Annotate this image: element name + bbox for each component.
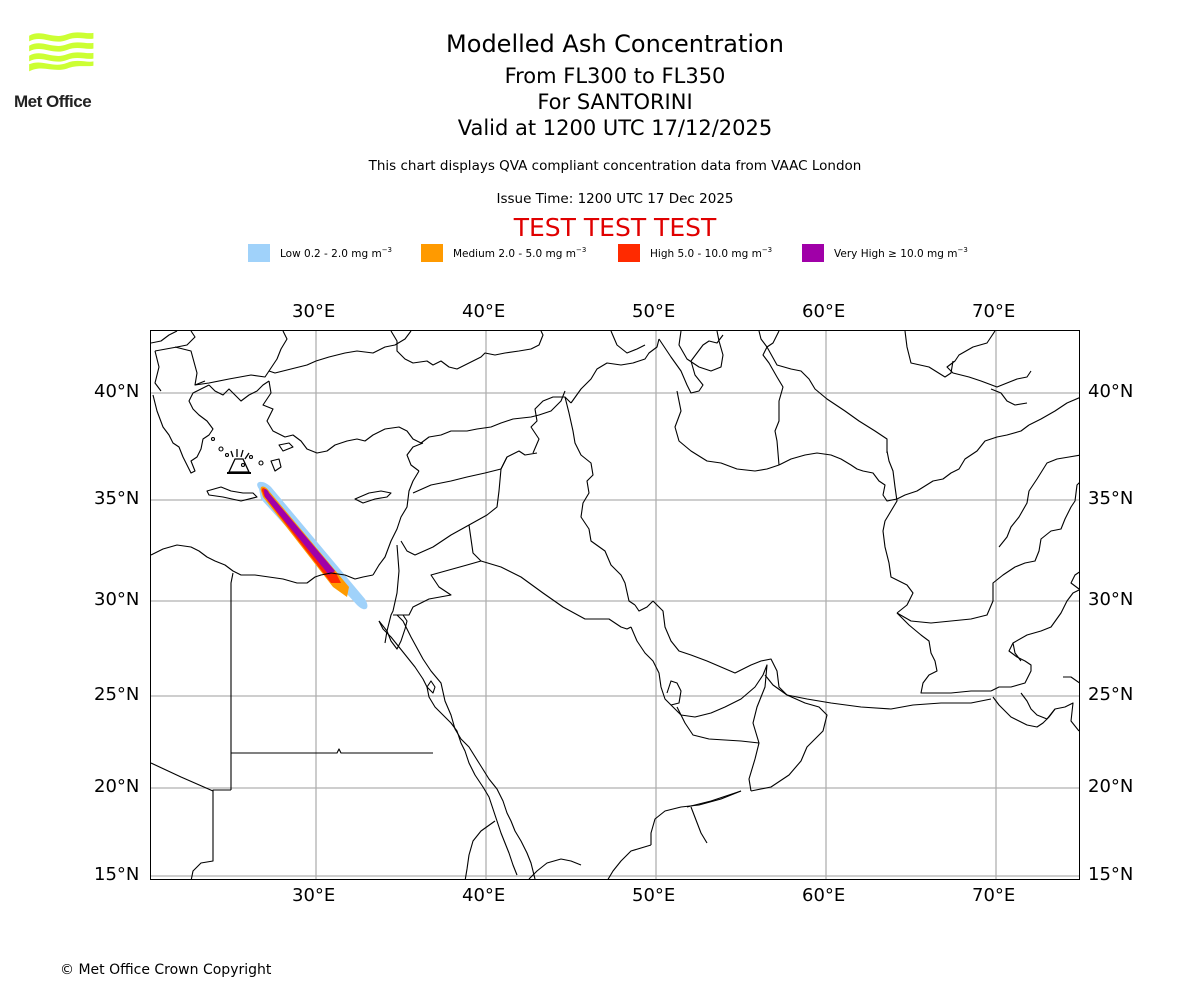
volcano-icon (227, 449, 251, 474)
lon-tick-top-30e: 30°E (292, 301, 336, 322)
lon-tick-top-70e: 70°E (972, 301, 1016, 322)
lat-tick-right-20n: 20°N (1088, 776, 1134, 797)
lat-tick-left-30n: 30°N (94, 589, 140, 610)
legend-swatch-low (248, 244, 270, 262)
lat-tick-left-35n: 35°N (94, 488, 140, 509)
met-office-logo-icon (29, 32, 94, 72)
lat-tick-right-25n: 25°N (1088, 684, 1134, 705)
lat-tick-right-15n: 15°N (1088, 864, 1134, 885)
legend-item-high: High 5.0 - 10.0 mg m−3 (618, 244, 772, 262)
graticule (151, 331, 1079, 879)
legend-item-medium: Medium 2.0 - 5.0 mg m−3 (421, 244, 586, 262)
met-office-logo-text: Met Office (14, 92, 92, 111)
lon-tick-bottom-60e: 60°E (802, 885, 846, 906)
lon-tick-bottom-50e: 50°E (632, 885, 676, 906)
lon-tick-bottom-40e: 40°E (462, 885, 506, 906)
test-banner: TEST TEST TEST (513, 213, 717, 242)
lat-tick-right-30n: 30°N (1088, 589, 1134, 610)
legend-label-very-high: Very High ≥ 10.0 mg m−3 (834, 246, 968, 260)
legend-swatch-very-high (802, 244, 824, 262)
lat-tick-left-40n: 40°N (94, 381, 140, 402)
legend-label-high: High 5.0 - 10.0 mg m−3 (650, 246, 773, 260)
chart-description: This chart displays QVA compliant concen… (368, 158, 862, 174)
volcano-name: For SANTORINI (537, 90, 693, 114)
lon-tick-bottom-30e: 30°E (292, 885, 336, 906)
flight-level-range: From FL300 to FL350 (504, 64, 726, 88)
legend-item-low: Low 0.2 - 2.0 mg m−3 (248, 244, 392, 262)
legend-swatch-medium (421, 244, 443, 262)
legend-label-low: Low 0.2 - 2.0 mg m−3 (280, 246, 393, 260)
valid-time: Valid at 1200 UTC 17/12/2025 (457, 116, 773, 140)
lat-tick-right-40n: 40°N (1088, 381, 1134, 402)
ash-map[interactable] (150, 330, 1080, 880)
lon-tick-bottom-70e: 70°E (972, 885, 1016, 906)
issue-time: Issue Time: 1200 UTC 17 Dec 2025 (496, 191, 734, 207)
plume-very-high (263, 489, 335, 575)
lon-tick-top-60e: 60°E (802, 301, 846, 322)
legend-label-medium: Medium 2.0 - 5.0 mg m−3 (453, 246, 587, 260)
map-canvas (151, 331, 1079, 879)
lat-tick-left-25n: 25°N (94, 684, 140, 705)
chart-title: Modelled Ash Concentration (446, 30, 784, 58)
legend-swatch-high (618, 244, 640, 262)
copyright-notice: © Met Office Crown Copyright (60, 962, 272, 978)
ash-plume (257, 481, 368, 610)
coastlines (151, 331, 1079, 879)
lat-tick-right-35n: 35°N (1088, 488, 1134, 509)
lat-tick-left-20n: 20°N (94, 776, 140, 797)
lon-tick-top-40e: 40°E (462, 301, 506, 322)
lat-tick-left-15n: 15°N (94, 864, 140, 885)
lon-tick-top-50e: 50°E (632, 301, 676, 322)
legend-item-very-high: Very High ≥ 10.0 mg m−3 (802, 244, 968, 262)
